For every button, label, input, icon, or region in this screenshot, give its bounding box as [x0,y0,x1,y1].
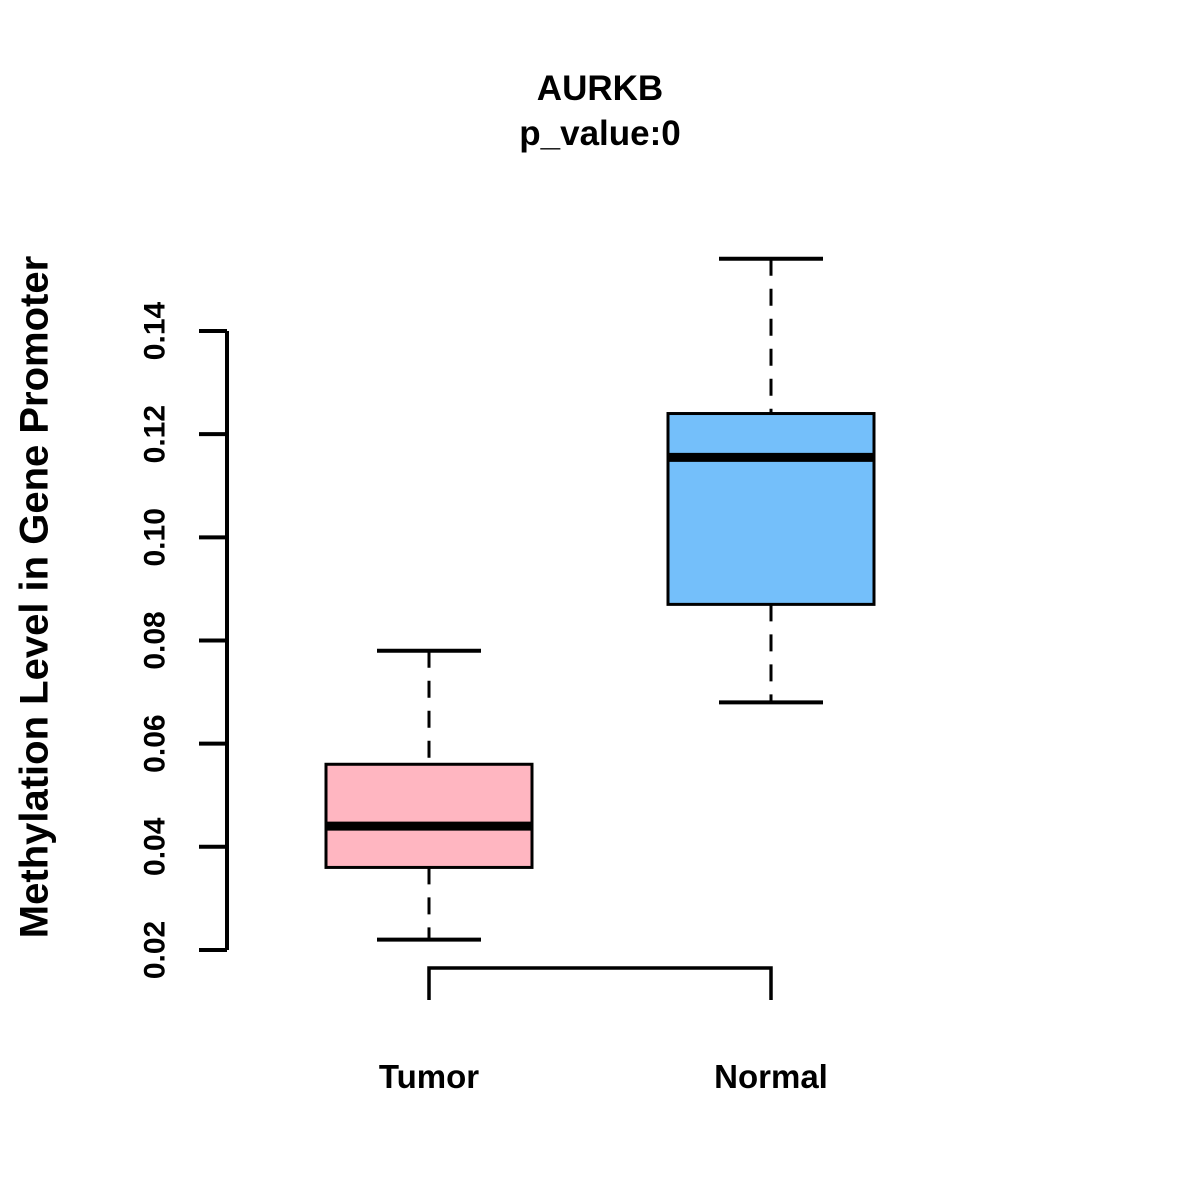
x-category-label-tumor: Tumor [378,1058,480,1095]
box-tumor [324,762,534,869]
chart-title: AURKB [536,69,664,108]
y-tick-label: 0.10 [139,508,172,566]
y-tick-label: 0.08 [139,611,172,669]
y-tick-label: 0.12 [139,405,172,463]
y-tick-label: 0.06 [139,714,172,772]
y-tick-label: 0.04 [139,817,172,876]
x-category-label-normal: Normal [714,1058,828,1095]
y-axis-label: Methylation Level in Gene Promoter [12,255,57,939]
y-tick-label: 0.02 [139,921,172,979]
box-normal [666,412,876,606]
y-tick-label: 0.14 [139,301,172,360]
chart-subtitle: p_value:0 [519,114,681,153]
comparison-bracket [427,966,773,1000]
